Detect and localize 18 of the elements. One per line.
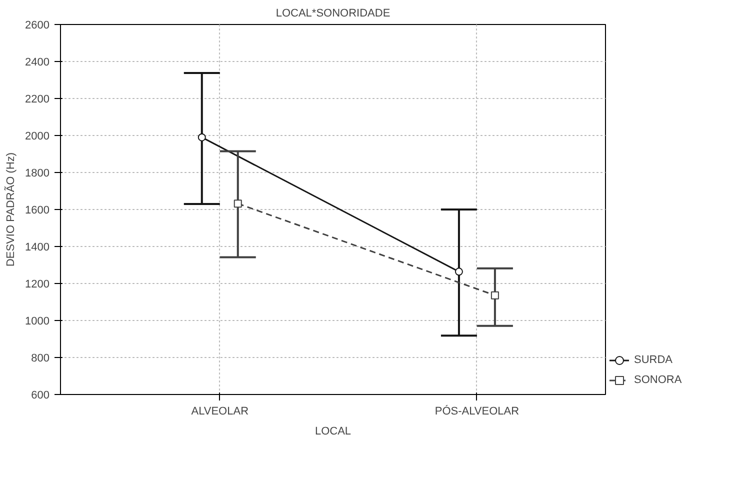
- y-axis-title: DESVIO PADRÃO (Hz): [4, 152, 18, 267]
- y-tick-label: 1600: [25, 204, 50, 216]
- y-tick-label: 800: [31, 352, 50, 364]
- x-axis-title: LOCAL: [314, 426, 352, 438]
- y-tick-label: 600: [31, 390, 50, 402]
- chart-title: LOCAL*SONORIDADE: [276, 8, 390, 20]
- y-tick-label: 1400: [25, 242, 50, 254]
- y-tick-label: 1800: [25, 168, 50, 180]
- legend-label: SURDA: [634, 354, 673, 366]
- y-tick-label: 1000: [25, 316, 50, 328]
- x-tick-label: PÓS-ALVEOLAR: [434, 404, 520, 418]
- y-tick-label: 2000: [25, 130, 50, 142]
- x-tick-label: ALVEOLAR: [191, 406, 249, 418]
- y-tick-label: 2200: [25, 94, 50, 106]
- y-tick-label: 1200: [25, 278, 50, 290]
- legend-label: SONORA: [634, 374, 682, 386]
- y-tick-label: 2400: [25, 56, 50, 68]
- y-tick-label: 2600: [25, 20, 50, 32]
